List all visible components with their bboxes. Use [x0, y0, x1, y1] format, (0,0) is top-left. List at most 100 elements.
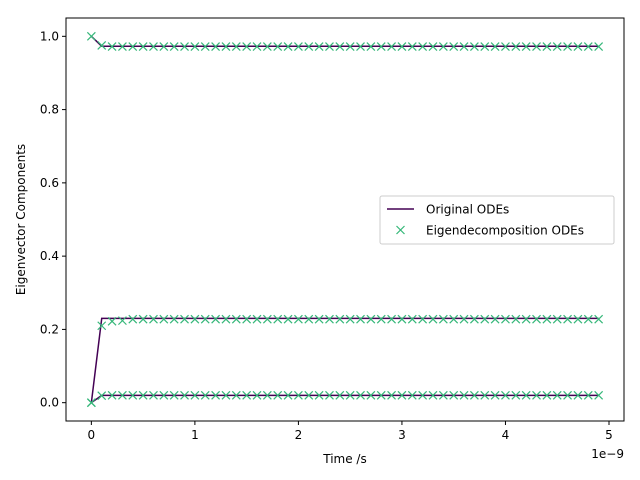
eigendecomposition-point-component-1	[459, 314, 469, 324]
eigendecomposition-point-component-2	[397, 390, 407, 400]
eigendecomposition-point-component-1	[501, 314, 510, 324]
eigendecomposition-point-component-1	[511, 314, 521, 324]
eigendecomposition-point-component-2	[356, 390, 365, 400]
eigendecomposition-point-component-2	[283, 390, 293, 400]
eigendecomposition-point-component-0	[180, 42, 189, 52]
eigendecomposition-point-component-0	[314, 42, 324, 52]
eigendecomposition-point-component-2	[521, 390, 531, 400]
y-tick-label: 0.4	[40, 249, 59, 263]
eigendecomposition-point-component-1	[231, 314, 241, 324]
x-tick-label: 2	[295, 428, 303, 442]
legend-marker-x	[396, 225, 405, 235]
eigendecomposition-point-component-0	[273, 42, 283, 52]
eigendecomposition-point-component-1	[221, 314, 231, 324]
eigendecomposition-point-component-2	[304, 390, 314, 400]
eigendecomposition-point-component-1	[521, 314, 531, 324]
series-original-odes-component-0	[90, 35, 599, 47]
eigendecomposition-point-component-0	[511, 42, 521, 52]
eigendecomposition-point-component-1	[438, 314, 448, 324]
eigendecomposition-point-component-2	[345, 390, 355, 400]
eigendecomposition-point-component-2	[159, 390, 169, 400]
eigendecomposition-point-component-2	[252, 390, 262, 400]
eigendecomposition-point-component-1	[376, 314, 386, 324]
eigendecomposition-point-component-2	[335, 390, 345, 400]
eigendecomposition-point-component-0	[552, 42, 562, 52]
eigendecomposition-point-component-0	[490, 42, 500, 52]
eigendecomposition-point-component-1	[366, 314, 376, 324]
eigendecomposition-point-component-1	[211, 314, 221, 324]
eigendecomposition-point-component-0	[107, 42, 117, 52]
eigendecomposition-point-component-0	[407, 42, 417, 52]
eigendecomposition-point-component-2	[459, 390, 469, 400]
eigendecomposition-point-component-2	[86, 398, 96, 408]
x-tick-label: 4	[502, 428, 510, 442]
eigendecomposition-point-component-1	[469, 314, 479, 324]
eigendecomposition-point-component-0	[190, 42, 200, 52]
eigendecomposition-point-component-0	[293, 42, 303, 52]
eigendecomposition-point-component-1	[552, 314, 562, 324]
x-tick-label: 3	[398, 428, 406, 442]
eigendecomposition-point-component-0	[335, 42, 345, 52]
legend-box	[379, 195, 615, 245]
eigendecomposition-point-component-0	[138, 42, 148, 52]
eigendecomposition-point-component-2	[293, 390, 303, 400]
eigendecomposition-point-component-0	[242, 42, 252, 52]
eigendecomposition-point-component-2	[211, 390, 221, 400]
eigendecomposition-point-component-2	[469, 390, 479, 400]
y-tick-label: 0.8	[40, 103, 59, 117]
eigendecomposition-point-component-0	[438, 42, 448, 52]
eigendecomposition-point-component-2	[107, 390, 117, 400]
eigendecomposition-point-component-0	[583, 42, 593, 52]
series-original-odes-component-1	[90, 317, 599, 403]
eigendecomposition-point-component-1	[532, 314, 541, 324]
eigendecomposition-point-component-2	[97, 391, 107, 401]
eigendecomposition-point-component-0	[532, 42, 541, 52]
eigendecomposition-point-component-2	[221, 390, 231, 400]
eigendecomposition-point-component-0	[573, 42, 583, 52]
series-layer	[86, 31, 604, 408]
eigendecomposition-point-component-2	[180, 390, 189, 400]
eigendecomposition-point-component-0	[469, 42, 479, 52]
eigendecomposition-point-component-1	[180, 314, 189, 324]
eigendecomposition-point-component-2	[231, 390, 241, 400]
eigendecomposition-point-component-0	[563, 42, 573, 52]
eigendecomposition-point-component-0	[356, 42, 365, 52]
eigendecomposition-point-component-0	[128, 42, 138, 52]
eigendecomposition-point-component-0	[325, 42, 334, 52]
eigendecomposition-point-component-0	[366, 42, 376, 52]
eigendecomposition-point-component-2	[117, 390, 127, 400]
eigendecomposition-point-component-1	[356, 314, 365, 324]
eigendecomposition-point-component-1	[283, 314, 293, 324]
eigendecomposition-point-component-1	[314, 314, 324, 324]
eigendecomposition-point-component-2	[428, 390, 438, 400]
eigendecomposition-point-component-1	[128, 314, 138, 324]
eigendecomposition-point-component-0	[480, 42, 490, 52]
x-tick-label: 0	[88, 428, 96, 442]
eigendecomposition-point-component-0	[594, 42, 604, 52]
y-tick-label: 0.6	[40, 176, 59, 190]
eigendecomposition-point-component-0	[221, 42, 231, 52]
eigendecomposition-point-component-0	[200, 42, 210, 52]
x-tick-label: 1	[191, 428, 199, 442]
eigendecomposition-point-component-0	[521, 42, 531, 52]
eigendecomposition-point-component-2	[532, 390, 541, 400]
eigendecomposition-point-component-2	[169, 390, 179, 400]
eigendecomposition-point-component-2	[366, 390, 376, 400]
eigendecomposition-point-component-1	[304, 314, 314, 324]
legend-label-original-odes: Original ODEs	[426, 203, 509, 217]
eigendecomposition-point-component-0	[449, 42, 459, 52]
plot-frame	[65, 17, 625, 422]
eigendecomposition-point-component-0	[304, 42, 314, 52]
eigendecomposition-point-component-0	[117, 42, 127, 52]
eigendecomposition-point-component-1	[583, 314, 593, 324]
eigendecomposition-point-component-2	[325, 390, 334, 400]
eigendecomposition-point-component-0	[252, 42, 262, 52]
eigendecomposition-point-component-2	[480, 390, 490, 400]
y-axis-label: Eigenvector Components	[14, 144, 28, 295]
eigendecomposition-point-component-0	[86, 31, 96, 41]
eigendecomposition-point-component-2	[449, 390, 459, 400]
eigendecomposition-point-component-1	[149, 314, 158, 324]
eigendecomposition-point-component-1	[335, 314, 345, 324]
eigendecomposition-point-component-1	[169, 314, 179, 324]
eigendecomposition-point-component-0	[262, 42, 272, 52]
